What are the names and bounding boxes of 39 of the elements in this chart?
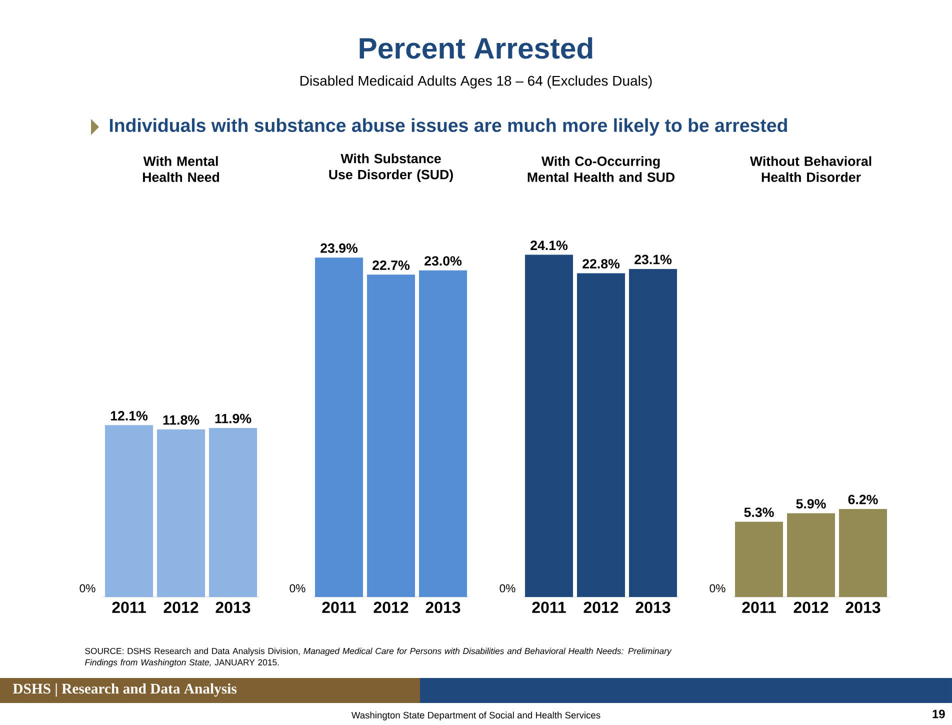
- x-tick-label: 2011: [742, 602, 776, 614]
- data-label: 22.8%: [582, 259, 620, 269]
- data-label: 24.1%: [530, 240, 568, 250]
- text: Individuals with substance abuse issues are much more likely to be arrested: [110, 118, 787, 136]
- data-label: 12.1%: [110, 411, 148, 421]
- text: Percent Arrested: [360, 37, 592, 59]
- data-label: 11.9%: [215, 414, 252, 424]
- x-tick-label: 2013: [846, 602, 880, 614]
- chart-title: With Mental Health Need: [143, 156, 220, 182]
- x-tick-label: 2012: [164, 602, 198, 614]
- x-tick-label: 2012: [584, 602, 618, 614]
- text: 0%: [500, 584, 516, 592]
- text: Washington State Department of Social and Health Services: [351, 712, 600, 720]
- text: 0%: [80, 584, 96, 592]
- data-label: 11.8%: [163, 415, 200, 425]
- x-tick-label: 2013: [216, 602, 250, 614]
- x-tick-label: 2011: [322, 602, 356, 614]
- chart-title: With Substance Use Disorder (SUD): [329, 154, 453, 182]
- x-tick-label: 2013: [426, 602, 460, 614]
- data-label: 6.2%: [848, 494, 878, 504]
- chart-title: With Co-Occurring Mental Health and SUD: [528, 156, 675, 182]
- x-tick-label: 2011: [532, 602, 566, 614]
- data-label: 5.3%: [744, 508, 774, 518]
- text: 0%: [290, 584, 306, 592]
- data-label: 23.0%: [424, 256, 462, 266]
- x-tick-label: 2011: [112, 602, 146, 614]
- chart-title: Without Behavioral Health Disorder: [750, 156, 872, 182]
- text: 0%: [710, 584, 726, 592]
- data-label: 23.9%: [320, 244, 358, 253]
- text: SOURCE: DSHS Research and Data Analysis Division, Managed Medical Care for Persons with Disabilities and Behavioral Health Needs: Preliminary Findings from Washington State, JANUARY 2015.: [84, 648, 672, 668]
- text: Disabled Medicaid Adults Ages 18 – 64 (Excludes Duals): [300, 76, 652, 89]
- x-tick-label: 2012: [794, 602, 828, 614]
- data-label: 22.7%: [372, 260, 410, 270]
- data-label: 5.9%: [796, 499, 826, 509]
- data-label: 23.1%: [634, 254, 672, 264]
- text: DSHS | Research and Data Analysis: [12, 683, 237, 697]
- x-tick-label: 2012: [374, 602, 408, 614]
- text: 19: [932, 710, 945, 718]
- x-tick-label: 2013: [636, 602, 670, 614]
